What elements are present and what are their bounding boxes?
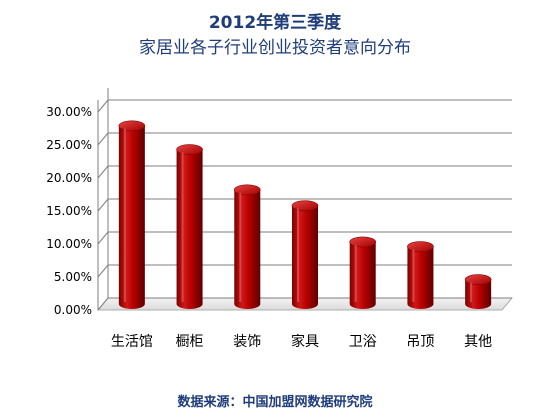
bar bbox=[233, 184, 261, 309]
y-tick-label: 5.00% bbox=[54, 270, 92, 284]
bar-body bbox=[407, 246, 434, 309]
gridline-side bbox=[97, 99, 109, 113]
bars bbox=[118, 120, 492, 309]
chart-title-line2: 家居业各子行业创业投资者意向分布 bbox=[139, 38, 411, 58]
gridline-side bbox=[97, 198, 109, 212]
x-category-label: 家具 bbox=[291, 333, 319, 350]
x-category-label: 装饰 bbox=[233, 334, 261, 350]
bar-body bbox=[292, 205, 318, 309]
y-tick-label: 10.00% bbox=[46, 237, 92, 251]
chart-title-line1: 2012年第三季度 bbox=[208, 13, 342, 33]
bar bbox=[176, 144, 203, 309]
bar bbox=[349, 236, 377, 309]
bar-cap bbox=[176, 144, 203, 155]
x-category-label: 橱柜 bbox=[176, 334, 204, 350]
bar-body bbox=[176, 149, 203, 309]
gridline-side bbox=[97, 165, 109, 179]
gridline-side bbox=[97, 231, 109, 245]
bar-cap bbox=[464, 274, 492, 285]
gridline-side bbox=[97, 264, 109, 278]
axes bbox=[97, 88, 109, 310]
axis-labels: 0.00% 5.00% 10.00% 15.00% 20.00% 25.00% 30.00%… bbox=[46, 105, 492, 350]
bar-cap bbox=[118, 120, 146, 132]
bar bbox=[407, 241, 434, 309]
x-category-label: 吊顶 bbox=[406, 334, 434, 350]
bar-body bbox=[234, 189, 261, 309]
bar bbox=[118, 120, 146, 309]
bar bbox=[291, 200, 319, 309]
y-tick-label: 20.00% bbox=[46, 171, 92, 185]
gridline-side bbox=[97, 297, 109, 311]
x-category-label: 生活馆 bbox=[111, 334, 153, 350]
bar-body bbox=[349, 241, 376, 309]
bar-cap bbox=[407, 241, 434, 252]
data-source-note: 数据来源：中国加盟网数据研究院 bbox=[177, 395, 373, 410]
x-category-label: 其他 bbox=[464, 334, 492, 350]
bar-cap bbox=[233, 184, 261, 196]
y-tick-label: 25.00% bbox=[46, 138, 92, 152]
bar-body bbox=[118, 125, 145, 309]
bar bbox=[464, 274, 492, 309]
x-category-label: 卫浴 bbox=[349, 334, 377, 350]
gridline-side bbox=[97, 132, 109, 146]
y-tick-label: 30.00% bbox=[46, 105, 92, 119]
y-tick-label: 15.00% bbox=[46, 204, 92, 218]
bar-cap bbox=[291, 200, 319, 211]
bar-cap bbox=[349, 236, 377, 248]
y-tick-label: 0.00% bbox=[54, 303, 92, 317]
